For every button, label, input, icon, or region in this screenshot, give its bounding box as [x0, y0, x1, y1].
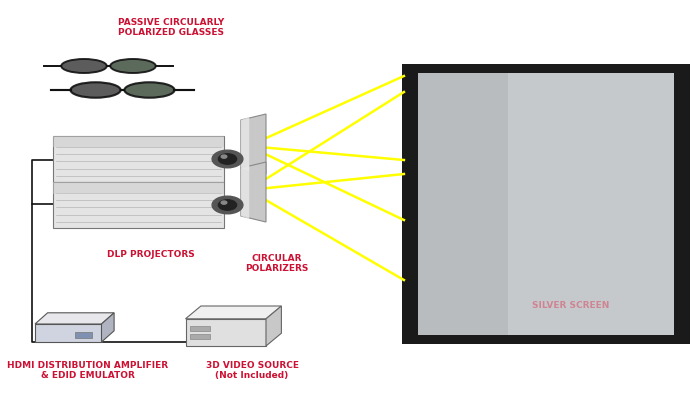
- Polygon shape: [241, 117, 249, 171]
- FancyBboxPatch shape: [402, 64, 690, 344]
- Text: 3D VIDEO SOURCE
(Not Included): 3D VIDEO SOURCE (Not Included): [206, 361, 298, 380]
- Polygon shape: [35, 313, 114, 324]
- FancyBboxPatch shape: [190, 334, 210, 339]
- Polygon shape: [241, 162, 266, 222]
- Text: CIRCULAR
POLARIZERS: CIRCULAR POLARIZERS: [245, 254, 308, 274]
- Circle shape: [221, 155, 227, 158]
- Ellipse shape: [62, 59, 106, 73]
- Polygon shape: [102, 313, 114, 342]
- FancyBboxPatch shape: [418, 73, 674, 335]
- Ellipse shape: [71, 82, 120, 98]
- FancyBboxPatch shape: [35, 324, 101, 342]
- Polygon shape: [266, 306, 281, 346]
- Ellipse shape: [111, 59, 155, 73]
- Text: HDMI DISTRIBUTION AMPLIFIER
& EDID EMULATOR: HDMI DISTRIBUTION AMPLIFIER & EDID EMULA…: [7, 361, 168, 380]
- Text: PASSIVE CIRCULARLY
POLARIZED GLASSES: PASSIVE CIRCULARLY POLARIZED GLASSES: [118, 18, 225, 37]
- Circle shape: [212, 150, 243, 168]
- FancyBboxPatch shape: [190, 326, 210, 331]
- Circle shape: [212, 196, 243, 214]
- FancyBboxPatch shape: [75, 332, 92, 338]
- Polygon shape: [241, 114, 266, 174]
- Polygon shape: [241, 165, 249, 219]
- Ellipse shape: [125, 82, 174, 98]
- FancyBboxPatch shape: [508, 73, 674, 335]
- FancyBboxPatch shape: [186, 319, 266, 346]
- FancyBboxPatch shape: [52, 182, 224, 194]
- FancyBboxPatch shape: [52, 136, 224, 148]
- FancyBboxPatch shape: [52, 136, 224, 182]
- Text: DLP PROJECTORS: DLP PROJECTORS: [106, 250, 195, 259]
- FancyBboxPatch shape: [52, 182, 224, 228]
- Circle shape: [218, 154, 237, 164]
- Polygon shape: [186, 306, 281, 319]
- Circle shape: [221, 201, 227, 204]
- Circle shape: [218, 200, 237, 210]
- Text: SILVER SCREEN: SILVER SCREEN: [532, 301, 609, 310]
